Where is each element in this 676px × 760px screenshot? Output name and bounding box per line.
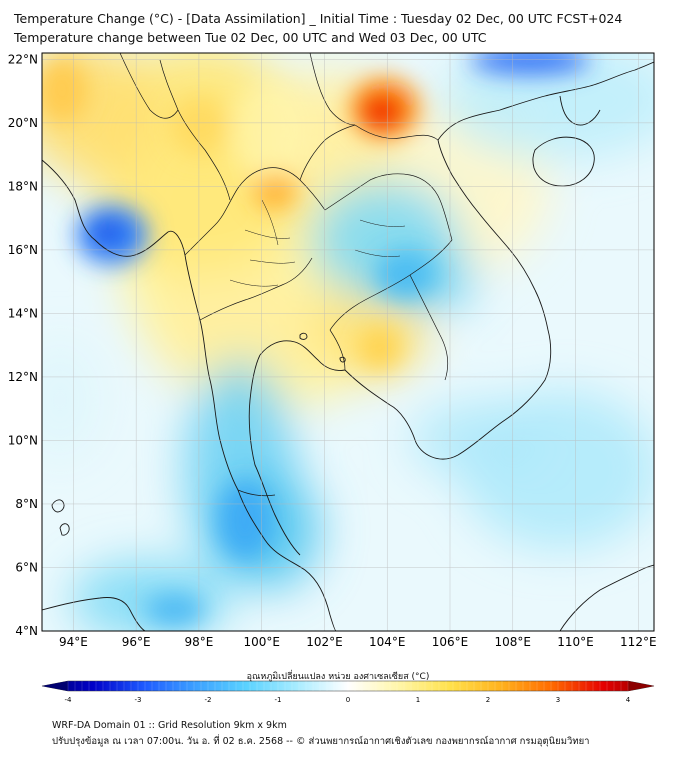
map-subtitle: Temperature change between Tue 02 Dec, 0… (14, 30, 487, 45)
colorbar-tick-label: -3 (135, 696, 142, 704)
coastlines (42, 53, 654, 631)
latitude-label: 14°N (8, 306, 38, 320)
map-title: Temperature Change (°C) - [Data Assimila… (14, 11, 623, 26)
longitude-label: 110°E (557, 635, 594, 649)
latitude-label: 18°N (8, 179, 38, 193)
longitude-label: 94°E (59, 635, 88, 649)
colorbar-tick-label: -1 (275, 696, 282, 704)
colorbar (41, 680, 655, 692)
longitude-label: 106°E (432, 635, 469, 649)
latitude-label: 10°N (8, 433, 38, 447)
latitude-label: 8°N (15, 497, 38, 511)
colorbar-tick-label: 1 (416, 696, 420, 704)
colorbar-min-extension (42, 681, 68, 691)
temperature-field (42, 53, 654, 631)
latitude-labels: 22°N 20°N 18°N 16°N 14°N 12°N 10°N 8°N 6°N 4°N (8, 52, 38, 638)
longitude-label: 104°E (369, 635, 406, 649)
longitude-label: 100°E (243, 635, 280, 649)
colorbar-tick-label: 2 (486, 696, 490, 704)
colorbar-tick-labels: -4 -3 -2 -1 0 1 2 3 4 (65, 696, 631, 704)
colorbar-tick-label: 3 (556, 696, 560, 704)
colorbar-title: อุณหภูมิเปลี่ยนแปลง หน่วย องศาเซลเซียส (… (246, 672, 430, 682)
latitude-label: 6°N (15, 560, 38, 574)
longitude-label: 108°E (495, 635, 532, 649)
footer-model-info: WRF-DA Domain 01 :: Grid Resolution 9km … (52, 720, 287, 731)
colorbar-max-extension (628, 681, 654, 691)
map-frame (41, 52, 655, 632)
footer-credit: ปรับปรุงข้อมูล ณ เวลา 07:00น. วัน อ. ที่… (52, 736, 590, 747)
colorbar-tick-label: -2 (205, 696, 212, 704)
longitude-label: 96°E (122, 635, 151, 649)
colorbar-tick-label: -4 (65, 696, 73, 704)
latitude-label: 22°N (8, 52, 38, 66)
longitude-label: 98°E (184, 635, 213, 649)
longitude-label: 112°E (620, 635, 657, 649)
latitude-label: 20°N (8, 116, 38, 130)
colorbar-tick-label: 0 (346, 696, 350, 704)
colorbar-tick-label: 4 (626, 696, 631, 704)
longitude-label: 102°E (306, 635, 343, 649)
latitude-label: 4°N (15, 624, 38, 638)
longitude-labels: 94°E 96°E 98°E 100°E 102°E 104°E 106°E 108°E 110… (59, 635, 657, 649)
latitude-label: 16°N (8, 243, 38, 257)
latitude-label: 12°N (8, 370, 38, 384)
